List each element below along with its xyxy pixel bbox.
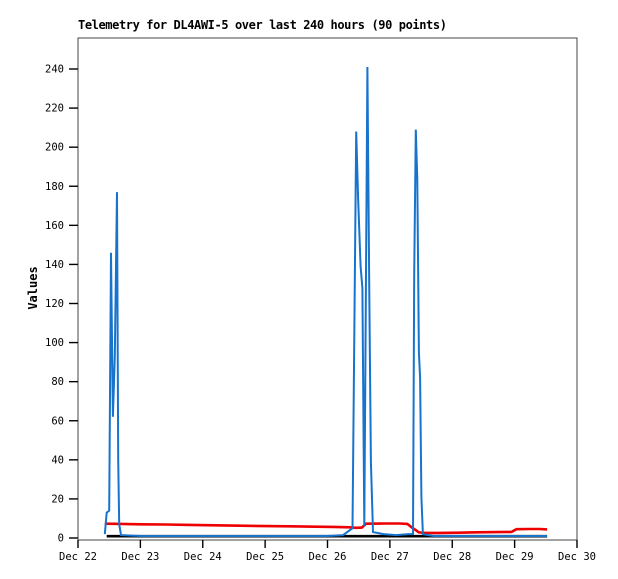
y-tick-label: 180 xyxy=(45,181,64,193)
x-tick-label: Dec 22 xyxy=(59,551,97,563)
y-tick-label: 140 xyxy=(45,259,64,271)
y-tick-label: 220 xyxy=(45,103,64,115)
y-tick-label: 40 xyxy=(51,454,64,466)
blue-series xyxy=(103,66,548,537)
x-tick-label: Dec 23 xyxy=(121,551,159,563)
y-tick-label: 60 xyxy=(51,415,64,427)
y-tick-label: 240 xyxy=(45,64,64,76)
x-tick-label: Dec 26 xyxy=(309,551,347,563)
x-tick-label: Dec 24 xyxy=(184,551,222,563)
x-tick-label: Dec 29 xyxy=(496,551,534,563)
y-tick-label: 100 xyxy=(45,337,64,349)
y-tick-label: 200 xyxy=(45,142,64,154)
x-tick-label: Dec 25 xyxy=(246,551,284,563)
y-tick-label: 20 xyxy=(51,493,64,505)
chart-title: Telemetry for DL4AWI-5 over last 240 hou… xyxy=(78,18,447,32)
plot-border xyxy=(77,37,578,541)
x-tick-label: Dec 28 xyxy=(433,551,471,563)
x-tick-label: Dec 30 xyxy=(558,551,596,563)
y-tick-label: 0 xyxy=(58,533,64,545)
y-tick-label: 160 xyxy=(45,220,64,232)
y-tick-label: 80 xyxy=(51,376,64,388)
x-tick-label: Dec 27 xyxy=(371,551,409,563)
red-series xyxy=(104,522,548,535)
y-tick-label: 120 xyxy=(45,298,64,310)
